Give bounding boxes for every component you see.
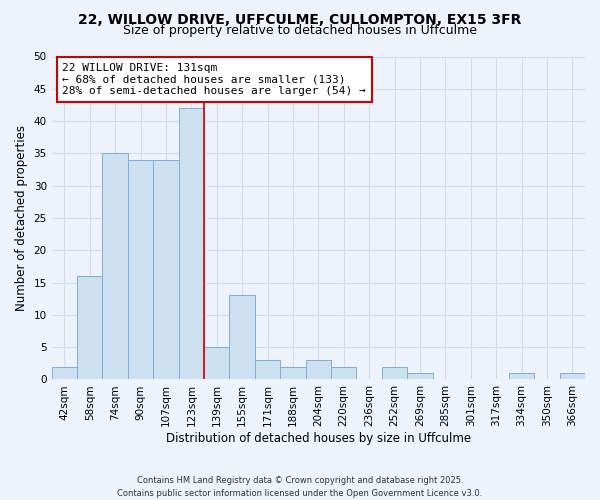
Bar [407,373,433,380]
Bar [204,347,229,380]
Text: 22 WILLOW DRIVE: 131sqm
← 68% of detached houses are smaller (133)
28% of semi-d: 22 WILLOW DRIVE: 131sqm ← 68% of detache… [62,63,366,96]
Bar [52,366,77,380]
Bar [103,154,128,380]
Bar [128,160,153,380]
Bar [229,296,255,380]
Bar [560,373,585,380]
Bar [509,373,534,380]
Text: Size of property relative to detached houses in Uffculme: Size of property relative to detached ho… [123,24,477,37]
Text: 22, WILLOW DRIVE, UFFCULME, CULLOMPTON, EX15 3FR: 22, WILLOW DRIVE, UFFCULME, CULLOMPTON, … [79,12,521,26]
Text: Contains HM Land Registry data © Crown copyright and database right 2025.
Contai: Contains HM Land Registry data © Crown c… [118,476,482,498]
Bar [331,366,356,380]
Bar [153,160,179,380]
Y-axis label: Number of detached properties: Number of detached properties [15,125,28,311]
X-axis label: Distribution of detached houses by size in Uffculme: Distribution of detached houses by size … [166,432,471,445]
Bar [179,108,204,380]
Bar [255,360,280,380]
Bar [305,360,331,380]
Bar [280,366,305,380]
Bar [77,276,103,380]
Bar [382,366,407,380]
